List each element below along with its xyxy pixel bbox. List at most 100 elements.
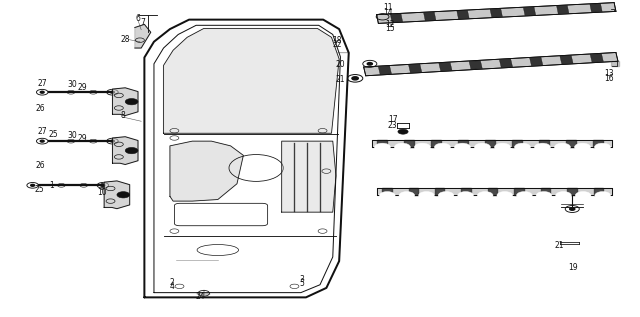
Circle shape xyxy=(534,143,550,151)
Polygon shape xyxy=(524,7,536,16)
Polygon shape xyxy=(590,4,602,12)
Polygon shape xyxy=(408,64,422,73)
Text: 4: 4 xyxy=(170,282,174,291)
Text: 22: 22 xyxy=(333,40,342,49)
Bar xyxy=(431,140,441,147)
Circle shape xyxy=(125,99,138,105)
Text: 7: 7 xyxy=(140,18,145,27)
Circle shape xyxy=(474,143,490,151)
Circle shape xyxy=(575,143,591,151)
Text: 10: 10 xyxy=(97,188,106,197)
Polygon shape xyxy=(170,141,243,201)
Polygon shape xyxy=(439,62,452,71)
Text: 17: 17 xyxy=(388,115,397,124)
Bar xyxy=(485,140,495,147)
Circle shape xyxy=(398,129,408,134)
Circle shape xyxy=(414,143,430,151)
Polygon shape xyxy=(424,12,436,21)
Text: 19: 19 xyxy=(568,263,578,272)
Polygon shape xyxy=(113,88,138,116)
Circle shape xyxy=(374,143,390,151)
Text: 12: 12 xyxy=(385,20,395,29)
Text: 30: 30 xyxy=(67,131,77,140)
Circle shape xyxy=(40,140,44,142)
Circle shape xyxy=(570,208,575,210)
Circle shape xyxy=(435,143,451,151)
Bar xyxy=(540,140,549,147)
Circle shape xyxy=(477,191,493,199)
Text: 25: 25 xyxy=(34,185,44,194)
Bar xyxy=(515,188,524,195)
Circle shape xyxy=(595,143,611,151)
Bar xyxy=(382,188,392,195)
Circle shape xyxy=(380,191,395,199)
Polygon shape xyxy=(364,53,618,76)
Text: 24: 24 xyxy=(195,292,205,301)
Circle shape xyxy=(454,143,470,151)
Circle shape xyxy=(419,191,435,199)
Bar xyxy=(461,188,471,195)
Circle shape xyxy=(111,140,115,142)
Polygon shape xyxy=(113,137,138,165)
Circle shape xyxy=(31,184,35,186)
Polygon shape xyxy=(135,24,151,48)
Text: 6: 6 xyxy=(136,14,140,23)
Text: 21: 21 xyxy=(555,241,564,250)
Bar xyxy=(435,188,444,195)
Text: 9: 9 xyxy=(99,183,104,192)
Circle shape xyxy=(554,143,570,151)
Circle shape xyxy=(117,192,130,198)
Circle shape xyxy=(399,191,415,199)
Polygon shape xyxy=(376,3,616,23)
Bar xyxy=(567,188,577,195)
Bar xyxy=(408,188,418,195)
Text: 15: 15 xyxy=(385,24,395,33)
Bar xyxy=(488,188,497,195)
Text: 28: 28 xyxy=(120,35,130,44)
Polygon shape xyxy=(590,54,604,62)
Bar xyxy=(512,140,522,147)
Polygon shape xyxy=(390,14,403,22)
Text: 27: 27 xyxy=(37,79,47,88)
Text: 16: 16 xyxy=(604,74,614,83)
Polygon shape xyxy=(164,29,339,133)
Circle shape xyxy=(352,77,358,80)
Polygon shape xyxy=(499,59,513,68)
Bar xyxy=(458,140,468,147)
Circle shape xyxy=(111,91,115,93)
Bar xyxy=(566,140,576,147)
Text: 8: 8 xyxy=(121,111,125,120)
Circle shape xyxy=(125,147,138,154)
Bar xyxy=(593,140,603,147)
Polygon shape xyxy=(469,61,483,69)
Polygon shape xyxy=(490,9,502,17)
Polygon shape xyxy=(457,10,469,19)
Text: 23: 23 xyxy=(388,121,397,131)
Text: 29: 29 xyxy=(77,83,87,92)
Circle shape xyxy=(556,191,572,199)
Circle shape xyxy=(438,191,454,199)
Circle shape xyxy=(575,191,591,199)
Polygon shape xyxy=(104,181,130,209)
Text: 29: 29 xyxy=(77,134,87,143)
Text: 2: 2 xyxy=(170,278,174,287)
Polygon shape xyxy=(557,5,569,14)
Bar xyxy=(594,188,603,195)
Circle shape xyxy=(394,143,410,151)
Circle shape xyxy=(595,191,611,199)
Bar xyxy=(377,140,387,147)
Circle shape xyxy=(40,91,44,93)
Circle shape xyxy=(101,184,105,186)
Text: 18: 18 xyxy=(333,36,342,45)
Circle shape xyxy=(497,191,513,199)
Text: 30: 30 xyxy=(67,81,77,89)
Text: 20: 20 xyxy=(335,60,345,69)
Text: 26: 26 xyxy=(35,161,45,170)
Text: 21: 21 xyxy=(336,75,345,84)
Text: 27: 27 xyxy=(37,127,47,136)
Text: 1: 1 xyxy=(49,181,54,190)
Text: 5: 5 xyxy=(300,279,305,288)
Circle shape xyxy=(495,143,511,151)
Text: 3: 3 xyxy=(300,275,305,284)
Polygon shape xyxy=(611,61,619,66)
